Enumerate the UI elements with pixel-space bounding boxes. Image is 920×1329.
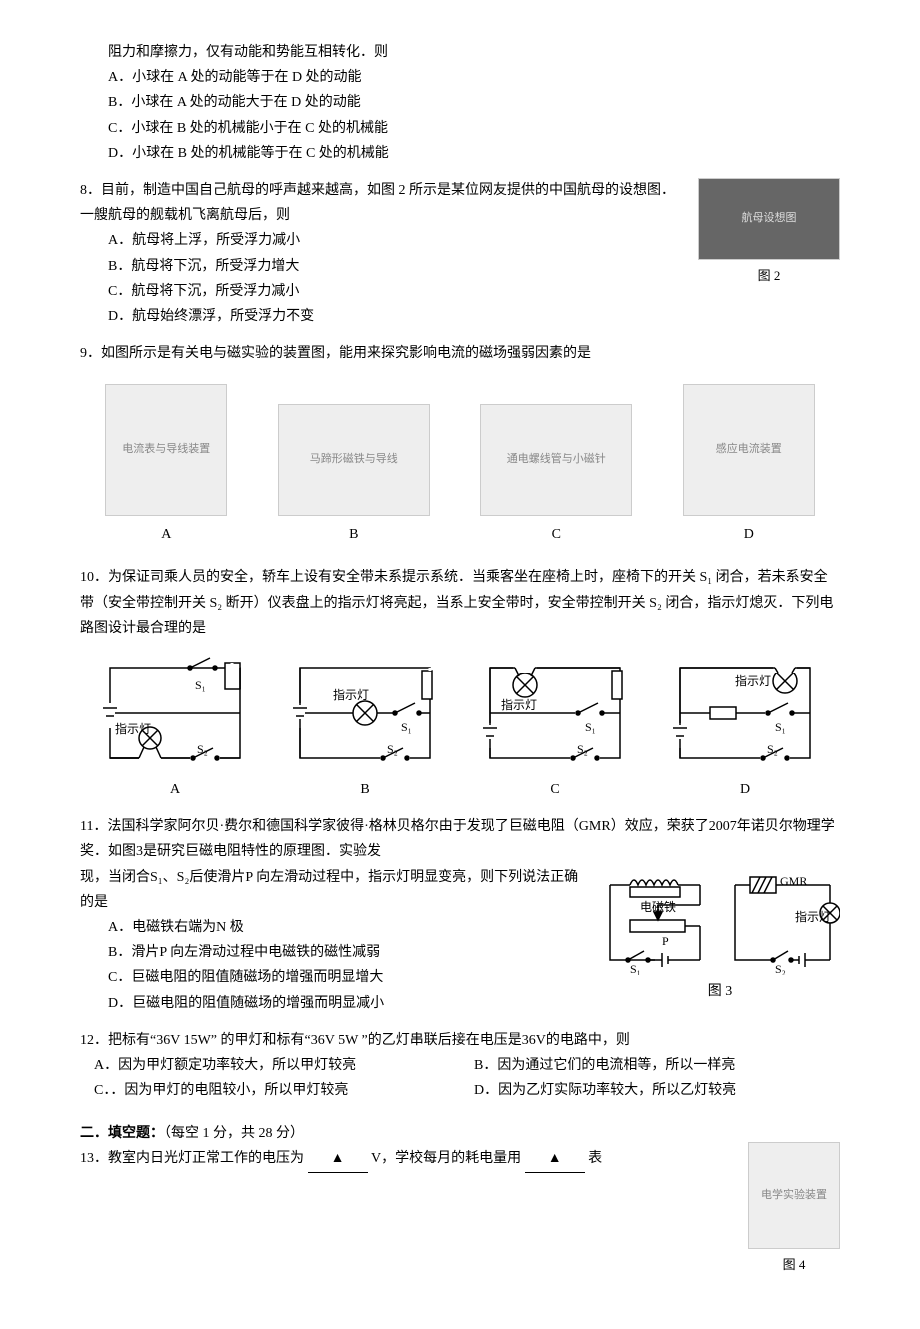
q11-figure-wrap: GMR 指示灯 电磁铁 P S₁ S₂ 图 3 [600,865,840,1004]
q10d-s1-label: S₁ [775,720,786,734]
q11-figure-caption: 图 3 [600,979,840,1004]
q12-option-b: B．因为通过它们的电流相等，所以一样亮 [460,1053,840,1078]
q9-stem: 9．如图所示是有关电与磁实验的装置图，能用来探究影响电流的磁场强弱因素的是 [80,341,840,366]
q9-label-a: A [161,522,171,547]
q9-fig-d-col: 感应电流装置 D [683,384,815,547]
q10c-lamp-label: 指示灯 [501,697,537,712]
q7-option-a: A．小球在 A 处的动能等于在 D 处的动能 [80,65,840,90]
q10-circuit-a-col: S₁ 指示灯 S₂ A [95,653,255,802]
q10d-s2-label: S₂ [767,742,778,756]
q10b-s1-label: S₁ [401,720,412,734]
question-13: 电学实验装置 图 4 13．教室内日光灯正常工作的电压为 ▲ V，学校每月的耗电… [80,1146,840,1276]
q7-option-d: D．小球在 B 处的机械能等于在 C 处的机械能 [80,141,840,166]
q10b-lamp-label: 指示灯 [333,687,369,702]
section-2-title: 二．填空题： [80,1126,164,1141]
q7-lead: 阻力和摩擦力，仅有动能和势能互相转化．则 [80,45,388,60]
q10-circuit-c-svg: 指示灯 S₁ S₂ [475,653,635,773]
q10-stem: 10．为保证司乘人员的安全，轿车上设有安全带未系提示系统．当乘客坐在座椅上时，座… [80,565,840,641]
q10-circuit-b-svg: 指示灯 S₁ S₂ [285,653,445,773]
q13-figure-caption: 图 4 [748,1253,840,1276]
q10-label-b: B [360,777,369,802]
q10c-s1-label: S₁ [585,720,596,734]
q9-fig-c: 通电螺线管与小磁针 [480,404,632,516]
q11-em-label: 电磁铁 [640,899,676,914]
q9-figure-row: 电流表与导线装置 A 马蹄形磁铁与导线 B 通电螺线管与小磁针 C 感应电流装置… [80,384,840,547]
q8-option-d: D．航母始终漂浮，所受浮力不变 [80,304,840,329]
q11-gmr-label: GMR [780,874,807,888]
q10-circuit-d-col: 指示灯 S₁ S₂ D [665,653,825,802]
section-2-note: （每空 1 分，共 28 分） [164,1126,304,1141]
q9-label-b: B [349,522,358,547]
q11-gmr-svg: GMR 指示灯 电磁铁 P S₁ S₂ [600,865,840,975]
question-7-continuation: 阻力和摩擦力，仅有动能和势能互相转化．则 A．小球在 A 处的动能等于在 D 处… [80,40,840,166]
q9-fig-d: 感应电流装置 [683,384,815,516]
q13-blank-1: ▲ [308,1146,368,1172]
q12-option-c: C．．因为甲灯的电阻较小，所以甲灯较亮 [80,1078,460,1103]
q10b-s2-label: S₂ [387,742,398,756]
q10c-s2-label: S₂ [577,742,588,756]
q8-figure-wrap: 航母设想图 图 2 [698,178,840,287]
q12-stem: 12．把标有“36V 15W” 的甲灯和标有“36V 5W ”的乙灯串联后接在电… [80,1028,840,1053]
q12-option-a: A．因为甲灯额定功率较大，所以甲灯较亮 [80,1053,460,1078]
question-10: 10．为保证司乘人员的安全，轿车上设有安全带未系提示系统．当乘客坐在座椅上时，座… [80,565,840,802]
q13-text-pre: 13．教室内日光灯正常工作的电压为 [80,1151,308,1166]
q12-option-d: D．因为乙灯实际功率较大，所以乙灯较亮 [460,1078,840,1103]
q10a-lamp-label: 指示灯 [115,721,151,736]
q10-label-a: A [170,777,180,802]
q10-circuit-c-col: 指示灯 S₁ S₂ C [475,653,635,802]
q11-s1-label: S₁ [630,962,641,975]
q11-p-label: P [662,934,669,948]
q7-option-c: C．小球在 B 处的机械能小于在 C 处的机械能 [80,116,840,141]
q10a-s2-label: S₂ [197,742,208,756]
q7-option-b: B．小球在 A 处的动能大于在 D 处的动能 [80,90,840,115]
q13-figure-wrap: 电学实验装置 图 4 [748,1142,840,1276]
q10-circuit-d-svg: 指示灯 S₁ S₂ [665,653,825,773]
q11-stem-line1: 11．法国科学家阿尔贝·费尔和德国科学家彼得·格林贝格尔由于发现了巨磁电阻（GM… [80,814,840,864]
q12-options: A．因为甲灯额定功率较大，所以甲灯较亮 B．因为通过它们的电流相等，所以一样亮 … [80,1053,840,1103]
q10-circuit-b-col: 指示灯 S₁ S₂ B [285,653,445,802]
q13-text-mid2: 表 [585,1151,603,1166]
question-8: 航母设想图 图 2 8．目前，制造中国自己航母的呼声越来越高，如图 2 所示是某… [80,178,840,329]
question-12: 12．把标有“36V 15W” 的甲灯和标有“36V 5W ”的乙灯串联后接在电… [80,1028,840,1104]
question-11: 11．法国科学家阿尔贝·费尔和德国科学家彼得·格林贝格尔由于发现了巨磁电阻（GM… [80,814,840,1016]
q10-label-d: D [740,777,750,802]
question-9: 9．如图所示是有关电与磁实验的装置图，能用来探究影响电流的磁场强弱因素的是 电流… [80,341,840,547]
q9-label-d: D [744,522,754,547]
q11-lamp-label: 指示灯 [795,909,831,924]
q10a-s1-label: S₁ [195,678,206,692]
q10-label-c: C [550,777,559,802]
q9-label-c: C [552,522,561,547]
q13-text-mid1: V，学校每月的耗电量用 [368,1151,525,1166]
q9-fig-b-col: 马蹄形磁铁与导线 B [278,404,430,547]
q13-blank-2: ▲ [525,1146,585,1172]
q9-fig-b: 马蹄形磁铁与导线 [278,404,430,516]
section-2-heading: 二．填空题：（每空 1 分，共 28 分） [80,1121,840,1146]
q9-fig-a-col: 电流表与导线装置 A [105,384,227,547]
q10d-lamp-label: 指示灯 [735,673,771,688]
carrier-image: 航母设想图 [698,178,840,260]
q10-circuit-row: S₁ 指示灯 S₂ A [80,653,840,802]
q11-s2-label: S₂ [775,962,786,975]
q13-figure: 电学实验装置 [748,1142,840,1249]
q9-fig-c-col: 通电螺线管与小磁针 C [480,404,632,547]
q10-circuit-a-svg: S₁ 指示灯 S₂ [95,653,255,773]
q8-figure-caption: 图 2 [698,264,840,287]
q9-fig-a: 电流表与导线装置 [105,384,227,516]
